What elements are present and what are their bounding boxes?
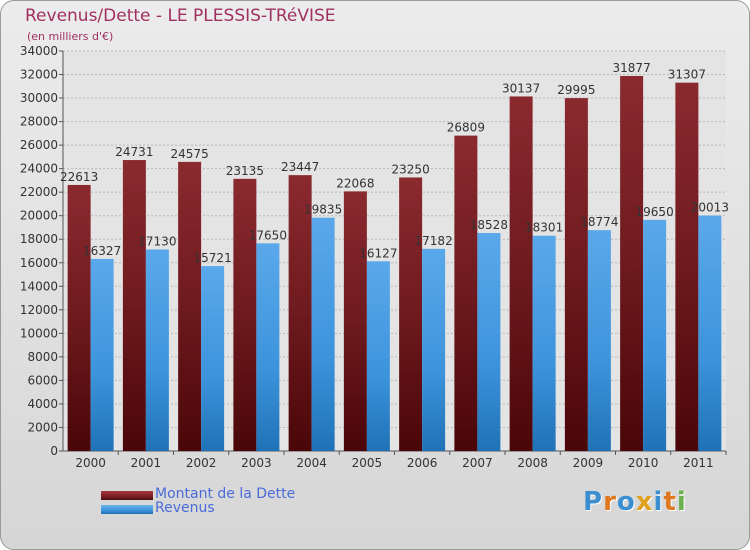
data-label-revenus: 18301	[525, 221, 563, 235]
data-label-dette: 23135	[226, 164, 264, 178]
data-label-dette: 22613	[60, 170, 98, 184]
data-label-dette: 24731	[115, 145, 153, 159]
bar-revenus	[366, 261, 390, 451]
logo-letter: i	[653, 487, 664, 517]
y-tick-label: 10000	[20, 326, 58, 340]
y-tick-label: 24000	[20, 162, 58, 176]
logo-letter: x	[635, 487, 654, 517]
data-label-dette: 22068	[336, 176, 374, 190]
legend-swatch-dette	[101, 491, 153, 500]
x-tick-label: 2008	[517, 456, 548, 470]
x-tick-label: 2006	[407, 456, 438, 470]
bar-revenus	[311, 217, 335, 451]
x-tick-label: 2009	[573, 456, 604, 470]
y-tick-label: 4000	[27, 397, 58, 411]
y-tick-label: 34000	[20, 44, 58, 58]
data-label-revenus: 20013	[691, 201, 729, 215]
data-label-dette: 26809	[447, 121, 485, 135]
legend-label-dette: Montant de la Dette	[155, 486, 296, 502]
y-tick-label: 18000	[20, 232, 58, 246]
logo-letter: P	[583, 487, 604, 517]
bar-revenus	[587, 230, 611, 451]
x-tick-label: 2001	[131, 456, 162, 470]
data-label-revenus: 17130	[138, 234, 176, 248]
data-label-dette: 29995	[557, 83, 595, 97]
bar-dette	[564, 98, 588, 451]
bar-revenus	[477, 233, 501, 451]
y-tick-label: 20000	[20, 209, 58, 223]
bar-revenus	[256, 243, 280, 451]
bar-dette	[122, 160, 146, 451]
x-tick-label: 2011	[683, 456, 714, 470]
x-tick-label: 2002	[186, 456, 217, 470]
bar-dette	[343, 191, 367, 451]
logo-letter: t	[663, 487, 677, 517]
chart-title: Revenus/Dette - LE PLESSIS-TRéVISE	[25, 6, 336, 26]
data-label-revenus: 18528	[470, 218, 508, 232]
proxiti-logo: Proxiti	[583, 487, 687, 517]
x-tick-label: 2003	[241, 456, 272, 470]
plot-area	[63, 51, 726, 451]
y-tick-label: 30000	[20, 91, 58, 105]
data-label-revenus: 18774	[580, 215, 618, 229]
logo-letter: o	[616, 487, 636, 517]
y-tick-label: 32000	[20, 68, 58, 82]
data-label-dette: 23447	[281, 160, 319, 174]
data-label-revenus: 16327	[83, 244, 121, 258]
chart-subtitle: (en milliers d'€)	[27, 30, 114, 43]
x-tick-label: 2010	[628, 456, 659, 470]
data-label-dette: 23250	[392, 162, 430, 176]
y-tick-label: 28000	[20, 115, 58, 129]
y-tick-label: 12000	[20, 303, 58, 317]
bar-dette	[454, 135, 478, 451]
logo-letter: i	[676, 487, 687, 517]
bar-dette	[399, 177, 423, 451]
bar-dette	[620, 75, 644, 451]
x-tick-label: 2004	[296, 456, 327, 470]
bar-dette	[509, 96, 533, 452]
bar-revenus	[422, 248, 446, 451]
y-tick-label: 16000	[20, 256, 58, 270]
y-tick-label: 26000	[20, 138, 58, 152]
bar-dette	[233, 178, 257, 451]
y-tick-label: 22000	[20, 185, 58, 199]
y-tick-label: 2000	[27, 420, 58, 434]
data-label-revenus: 19650	[636, 205, 674, 219]
y-tick-label: 14000	[20, 279, 58, 293]
bar-revenus	[532, 235, 556, 451]
data-label-dette: 30137	[502, 81, 540, 95]
bar-revenus	[643, 219, 667, 451]
data-label-revenus: 16127	[359, 246, 397, 260]
bar-dette	[288, 175, 312, 451]
logo-letter: r	[603, 487, 617, 517]
bar-revenus	[90, 258, 114, 451]
data-label-revenus: 15721	[194, 251, 232, 265]
x-tick-label: 2000	[75, 456, 106, 470]
x-tick-label: 2005	[352, 456, 383, 470]
bar-revenus	[698, 215, 722, 451]
bar-revenus	[145, 249, 169, 451]
bar-revenus	[201, 266, 225, 451]
y-tick-label: 8000	[27, 350, 58, 364]
bar-dette	[67, 184, 91, 451]
data-label-revenus: 17650	[249, 228, 287, 242]
data-label-dette: 31877	[613, 61, 651, 75]
legend-swatch-revenus	[101, 505, 153, 514]
y-tick-label: 6000	[27, 373, 58, 387]
data-label-revenus: 19835	[304, 203, 342, 217]
data-label-dette: 31307	[668, 68, 706, 82]
y-tick-label: 0	[50, 444, 58, 458]
data-label-revenus: 17182	[415, 234, 453, 248]
x-tick-label: 2007	[462, 456, 493, 470]
bar-dette	[178, 161, 202, 451]
bar-dette	[675, 82, 699, 452]
legend-label-revenus: Revenus	[155, 500, 215, 516]
data-label-dette: 24575	[171, 147, 209, 161]
